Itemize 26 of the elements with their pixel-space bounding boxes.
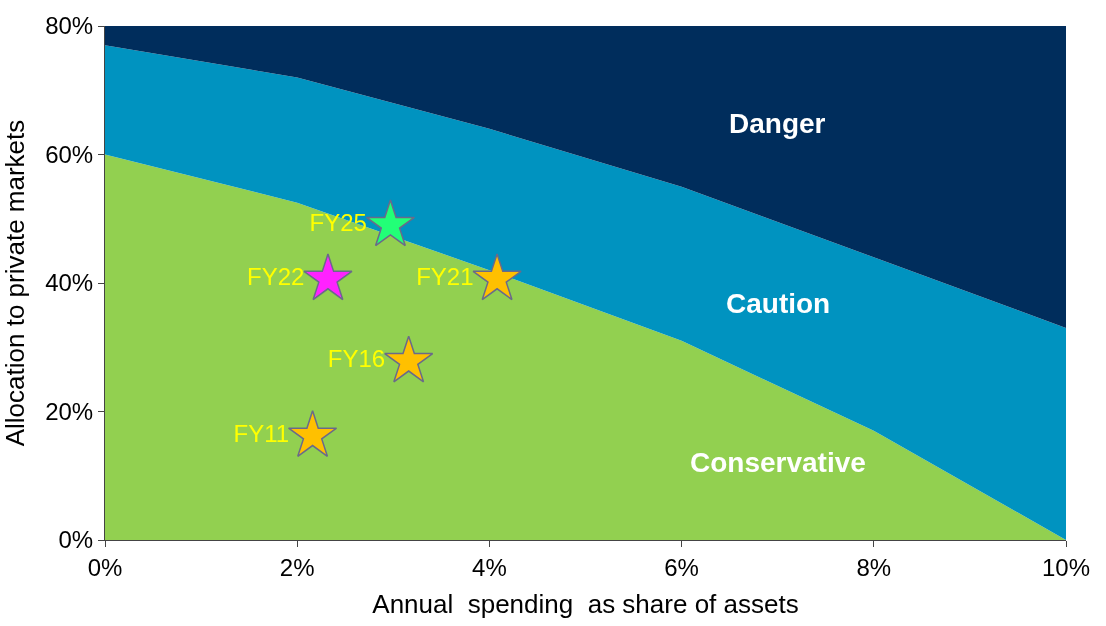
series-label: Conservative xyxy=(690,447,866,478)
point xyxy=(383,335,434,383)
x-axis-title: Annual spending as share of assets xyxy=(372,589,799,620)
point xyxy=(472,253,522,301)
y-tick-label: 0% xyxy=(58,526,94,554)
point xyxy=(303,253,353,301)
point xyxy=(365,199,416,247)
point xyxy=(287,409,338,458)
y-tick-label: 40% xyxy=(45,269,94,297)
series-label: Caution xyxy=(726,288,831,319)
x-tick-label: 8% xyxy=(856,553,892,581)
y-axis-title: Allocation to private markets xyxy=(0,119,30,447)
data-label: FY25 xyxy=(309,209,367,237)
data-label: FY11 xyxy=(233,419,290,447)
x-tick-label: 2% xyxy=(279,553,315,581)
data-label: FY22 xyxy=(247,263,305,291)
y-tick-label: 60% xyxy=(45,140,94,168)
x-tick-label: 10% xyxy=(1041,553,1091,581)
y-tick-label: 20% xyxy=(45,397,94,425)
x-tick-label: 4% xyxy=(472,553,507,581)
data-label: FY16 xyxy=(327,345,386,373)
y-tick-label: 80% xyxy=(45,12,94,40)
series-label: Danger xyxy=(729,108,826,139)
x-tick-label: 0% xyxy=(87,553,123,581)
data-label: FY21 xyxy=(416,263,474,291)
x-tick-label: 6% xyxy=(664,553,699,581)
